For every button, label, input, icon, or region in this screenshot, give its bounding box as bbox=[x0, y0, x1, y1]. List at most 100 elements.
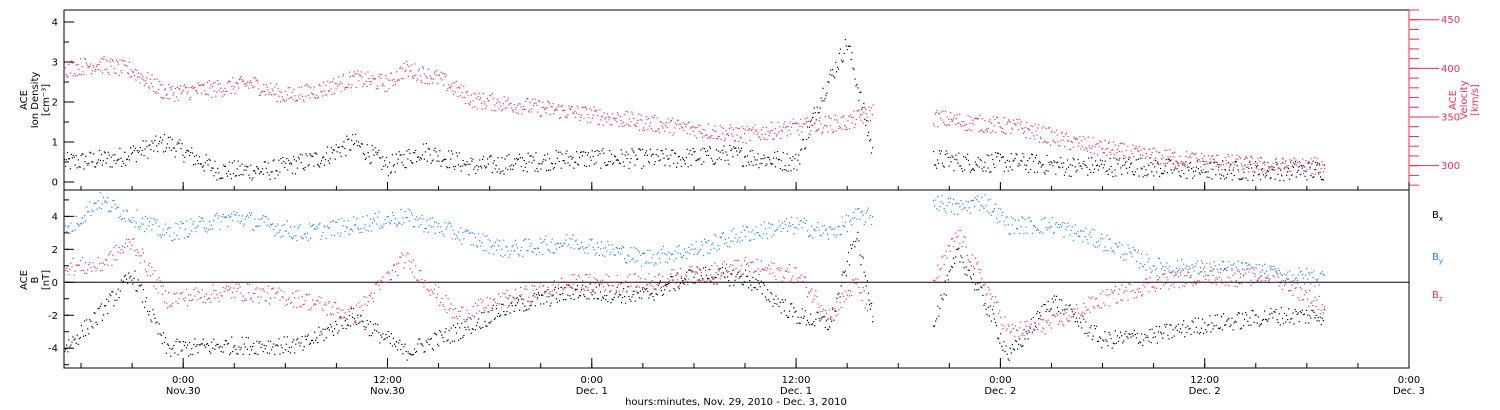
density-point bbox=[593, 163, 595, 165]
by-point bbox=[698, 250, 700, 252]
velocity-point bbox=[382, 83, 384, 85]
bx-point bbox=[990, 320, 992, 322]
velocity-point bbox=[1243, 168, 1245, 170]
bx-point bbox=[475, 325, 478, 327]
by-point bbox=[220, 221, 222, 223]
density-point bbox=[345, 155, 347, 157]
density-point bbox=[609, 150, 611, 152]
bx-point bbox=[1227, 319, 1229, 321]
bx-point bbox=[819, 320, 821, 322]
density-point bbox=[612, 163, 614, 165]
velocity-point bbox=[974, 117, 976, 119]
by-point bbox=[1006, 216, 1008, 218]
velocity-point bbox=[804, 118, 806, 120]
by-point bbox=[326, 225, 328, 227]
by-point bbox=[770, 223, 772, 225]
by-point bbox=[527, 249, 529, 252]
bx-point bbox=[817, 312, 819, 314]
density-point bbox=[755, 164, 757, 166]
bx-point bbox=[624, 296, 626, 298]
density-point bbox=[1040, 166, 1042, 168]
density-point bbox=[818, 111, 820, 114]
by-point bbox=[1002, 211, 1004, 213]
bx-point bbox=[1171, 337, 1173, 339]
by-point bbox=[1038, 229, 1040, 231]
velocity-point bbox=[1236, 154, 1238, 156]
density-point bbox=[256, 166, 258, 168]
velocity-point bbox=[384, 90, 386, 93]
density-point bbox=[563, 160, 565, 162]
bx-point bbox=[501, 303, 503, 305]
density-point bbox=[1067, 166, 1069, 168]
by-point bbox=[760, 224, 762, 226]
bx-point bbox=[382, 333, 384, 335]
density-point bbox=[388, 161, 391, 164]
velocity-point bbox=[685, 126, 687, 128]
velocity-point bbox=[731, 133, 733, 135]
velocity-point bbox=[1250, 155, 1252, 158]
bx-point bbox=[1232, 329, 1234, 331]
density-point bbox=[1064, 171, 1067, 173]
density-point bbox=[1052, 165, 1054, 167]
density-point bbox=[459, 165, 461, 168]
density-point bbox=[1099, 159, 1101, 161]
density-point bbox=[824, 98, 826, 100]
density-point bbox=[686, 148, 688, 150]
bx-point bbox=[1186, 331, 1188, 334]
density-point bbox=[722, 152, 724, 154]
by-point bbox=[1161, 268, 1163, 270]
density-point bbox=[129, 159, 131, 161]
velocity-point bbox=[655, 130, 657, 133]
velocity-point bbox=[494, 104, 496, 106]
velocity-point bbox=[1087, 136, 1089, 138]
bx-point bbox=[1022, 345, 1024, 347]
density-point bbox=[454, 165, 457, 168]
density-point bbox=[1294, 161, 1296, 163]
density-point bbox=[1176, 168, 1178, 170]
density-point bbox=[763, 154, 765, 156]
by-point bbox=[503, 239, 505, 241]
by-point bbox=[727, 245, 729, 247]
velocity-point bbox=[617, 114, 620, 116]
by-point bbox=[285, 230, 287, 232]
density-point bbox=[1126, 167, 1128, 169]
velocity-point bbox=[798, 134, 800, 136]
bx-point bbox=[1177, 323, 1179, 325]
velocity-point bbox=[508, 104, 510, 106]
by-point bbox=[984, 194, 986, 196]
bx-point bbox=[661, 294, 664, 296]
bx-point bbox=[965, 266, 967, 268]
by-point bbox=[113, 199, 115, 202]
bx-point bbox=[144, 301, 147, 303]
velocity-point bbox=[783, 123, 785, 125]
density-point bbox=[1144, 174, 1146, 176]
by-point bbox=[238, 215, 240, 217]
velocity-point bbox=[338, 83, 340, 85]
bx-point bbox=[1274, 311, 1276, 313]
velocity-point bbox=[801, 131, 803, 133]
by-point bbox=[328, 227, 330, 229]
velocity-point bbox=[433, 78, 435, 80]
density-point bbox=[1116, 159, 1118, 161]
by-point bbox=[1083, 230, 1085, 232]
velocity-point bbox=[841, 128, 843, 130]
bx-point bbox=[1064, 308, 1066, 310]
velocity-point bbox=[260, 92, 262, 94]
velocity-point bbox=[74, 75, 77, 77]
bx-point bbox=[1127, 337, 1129, 339]
velocity-point bbox=[489, 94, 491, 96]
velocity-point bbox=[828, 117, 830, 119]
velocity-point bbox=[1147, 163, 1149, 165]
bx-point bbox=[788, 316, 790, 318]
velocity-point bbox=[1093, 152, 1095, 154]
density-point bbox=[652, 153, 654, 155]
velocity-point bbox=[833, 119, 836, 121]
bx-point bbox=[695, 271, 697, 273]
bx-point bbox=[576, 285, 578, 287]
velocity-point bbox=[95, 69, 97, 71]
velocity-point bbox=[199, 84, 201, 86]
bx-point bbox=[321, 333, 323, 335]
velocity-point bbox=[226, 90, 228, 92]
density-point bbox=[88, 162, 90, 164]
density-point bbox=[642, 148, 644, 150]
